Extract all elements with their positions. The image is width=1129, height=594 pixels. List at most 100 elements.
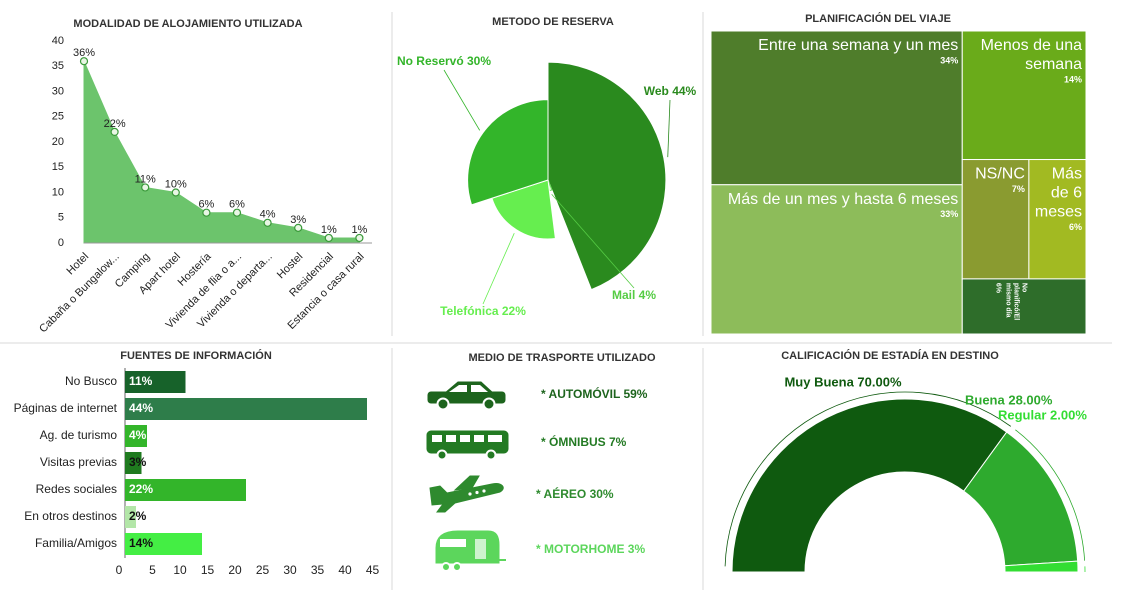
data-label: Telefónica 22% xyxy=(440,304,526,318)
bar xyxy=(125,452,142,474)
bar xyxy=(125,371,186,393)
point xyxy=(141,183,150,192)
y-tick-label: 30 xyxy=(52,85,64,97)
y-tick-label: 10 xyxy=(52,186,64,198)
x-tick-label: 5 xyxy=(149,563,156,577)
data-label: 3% xyxy=(290,214,306,226)
leader-line xyxy=(551,193,635,289)
data-label: Buena 28.00% xyxy=(965,392,1053,407)
leader-line xyxy=(482,232,515,305)
treemap-cell xyxy=(961,159,1030,280)
treemap-cell xyxy=(961,278,1087,335)
point xyxy=(263,218,272,227)
pie-slice xyxy=(491,179,556,240)
chart-title: METODO DE RESERVA xyxy=(492,16,614,28)
data-label: * MOTORHOME 3% xyxy=(536,542,645,556)
x-tick-label: 0 xyxy=(116,563,123,577)
bar xyxy=(125,425,147,447)
treemap-cell xyxy=(961,30,1087,161)
data-label: 14% xyxy=(129,536,153,550)
bar xyxy=(125,533,202,555)
treemap-cell xyxy=(1028,159,1087,280)
y-tick-label: 0 xyxy=(58,237,64,249)
y-tick-label: 5 xyxy=(58,212,64,224)
chart-title: CALIFICACIÓN DE ESTADÍA EN DESTINO xyxy=(781,349,999,362)
y-tick-label: 25 xyxy=(52,111,64,123)
treemap-label: Noplanificó/Elmismo día xyxy=(1004,283,1027,320)
x-tick-label: 10 xyxy=(173,563,187,577)
x-tick-label: 40 xyxy=(338,563,352,577)
data-label: 11% xyxy=(135,173,156,185)
y-tick-label: 20 xyxy=(52,136,64,148)
y-tick-label: 15 xyxy=(52,161,64,173)
pie-slice xyxy=(547,61,667,291)
gauge-segment xyxy=(731,398,1008,573)
data-label: Mail 4% xyxy=(612,288,656,302)
motorhome-icon xyxy=(435,530,506,572)
y-tick-label: Familia/Amigos xyxy=(35,536,117,550)
bus-icon xyxy=(426,430,509,461)
treemap-value: 6% xyxy=(994,283,1001,294)
treemap-value: 14% xyxy=(1064,74,1082,84)
treemap-label: Menos de una semana xyxy=(981,37,1083,73)
area xyxy=(83,61,360,244)
data-label: 11% xyxy=(129,374,153,388)
chart-title: MODALIDAD DE ALOJAMIENTO UTILIZADA xyxy=(73,18,302,30)
point xyxy=(202,208,211,217)
data-label: 4% xyxy=(260,209,276,221)
gauge-segment xyxy=(1004,560,1079,573)
gauge-outline xyxy=(724,391,1012,567)
data-label: 22% xyxy=(104,118,126,130)
data-label: 10% xyxy=(165,178,187,190)
point xyxy=(355,233,364,243)
plane-icon xyxy=(429,475,504,513)
data-label: Regular 2.00% xyxy=(998,407,1087,422)
point xyxy=(79,57,89,66)
point xyxy=(324,233,333,243)
treemap-value: 34% xyxy=(940,55,958,65)
data-label: 1% xyxy=(321,224,337,236)
x-tick-label: 30 xyxy=(283,563,297,577)
x-tick-label: 45 xyxy=(366,563,380,577)
treemap-value: 33% xyxy=(940,209,958,219)
treemap-cell xyxy=(710,184,963,335)
treemap-cell xyxy=(710,30,963,186)
y-tick-label: Visitas previas xyxy=(40,455,117,469)
y-tick-label: Redes sociales xyxy=(36,482,117,496)
y-tick-label: En otros destinos xyxy=(24,509,117,523)
y-tick-label: Páginas de internet xyxy=(14,401,118,415)
x-tick-label: 35 xyxy=(311,563,325,577)
treemap-label: Entre una semana y un mes xyxy=(758,37,958,54)
bar xyxy=(125,506,136,528)
data-label: 44% xyxy=(129,401,153,415)
pie-slice xyxy=(467,99,549,206)
gauge-outline xyxy=(1015,429,1086,561)
bar xyxy=(125,479,246,501)
data-label: 3% xyxy=(129,455,147,469)
point xyxy=(294,223,303,232)
treemap-value: 6% xyxy=(1069,222,1082,232)
data-label: * ÓMNIBUS 7% xyxy=(541,434,627,449)
y-tick-label: No Busco xyxy=(65,374,117,388)
leader-line xyxy=(443,69,481,131)
chart-title: MEDIO DE TRASPORTE UTILIZADO xyxy=(469,352,656,364)
data-label: 1% xyxy=(351,224,367,236)
treemap-label: NS/NC xyxy=(975,166,1025,183)
data-label: Muy Buena 70.00% xyxy=(784,374,901,389)
point xyxy=(110,127,119,136)
data-label: 2% xyxy=(129,509,147,523)
x-tick-label: 15 xyxy=(201,563,215,577)
chart-title: PLANIFICACIÓN DEL VIAJE xyxy=(805,12,951,25)
y-tick-label: 40 xyxy=(52,35,64,47)
x-tick-label: Hotel xyxy=(65,251,92,278)
point xyxy=(232,208,242,217)
point xyxy=(171,188,180,197)
y-tick-label: 35 xyxy=(52,60,64,72)
bar xyxy=(125,398,367,420)
data-label: 36% xyxy=(73,47,95,59)
data-label: 22% xyxy=(129,482,153,496)
treemap-label: Más de un mes y hasta 6 meses xyxy=(728,191,958,208)
data-label: No Reservó 30% xyxy=(397,54,491,68)
